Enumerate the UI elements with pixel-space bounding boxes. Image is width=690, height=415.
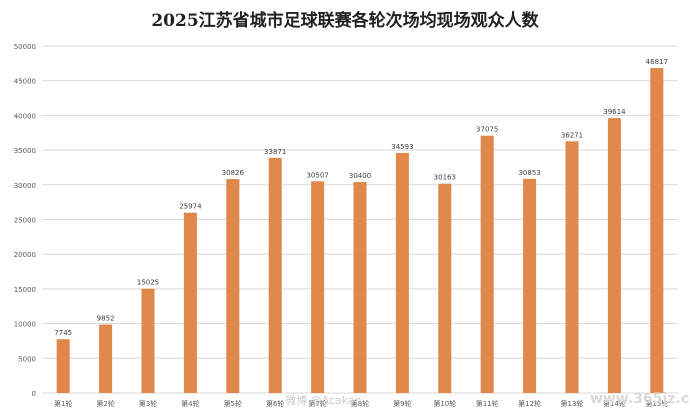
y-tick-label: 10000 — [14, 321, 36, 329]
bar — [99, 324, 113, 393]
x-tick-label: 第15轮 — [645, 399, 668, 408]
data-label: 30826 — [222, 169, 245, 177]
data-label: 37075 — [476, 126, 498, 134]
chart-title: 2025江苏省城市足球联赛各轮次场均现场观众人数 — [151, 10, 539, 31]
bar — [438, 183, 452, 393]
bar — [607, 118, 621, 393]
x-tick-label: 第9轮 — [393, 399, 411, 408]
data-label: 46817 — [646, 58, 668, 66]
y-tick-label: 30000 — [14, 182, 36, 190]
data-label: 7745 — [54, 329, 72, 337]
x-tick-label: 第6轮 — [266, 399, 284, 408]
x-tick-label: 第13轮 — [561, 399, 584, 408]
data-label: 15025 — [137, 279, 159, 287]
bar — [650, 68, 664, 393]
bar — [56, 339, 70, 393]
x-tick-label: 第2轮 — [96, 399, 114, 408]
bar — [353, 182, 367, 393]
y-tick-label: 45000 — [14, 78, 36, 86]
data-label: 30400 — [349, 172, 371, 180]
x-tick-label: 第1轮 — [54, 399, 72, 408]
y-tick-label: 5000 — [18, 355, 36, 363]
watermark-text: 微博 @Acakan — [285, 394, 362, 407]
x-tick-label: 第3轮 — [139, 399, 157, 408]
y-tick-label: 20000 — [14, 251, 36, 259]
x-tick-label: 第8轮 — [351, 399, 369, 408]
y-tick-label: 40000 — [14, 112, 36, 120]
data-label: 30507 — [306, 171, 328, 179]
bar — [565, 141, 579, 393]
y-axis: 0 5000 10000 15000 20000 25000 30000 35000 40000… — [14, 43, 36, 398]
x-tick-label: 第14轮 — [603, 399, 626, 408]
x-axis: 第1轮 第2轮 第3轮 第4轮 第5轮 第6轮 第7轮 第8轮 第9轮 第10轮 第11轮 第12轮 第… — [54, 399, 668, 408]
bar — [311, 181, 325, 393]
bar — [226, 179, 240, 393]
x-tick-label: 第12轮 — [518, 399, 541, 408]
bar — [141, 288, 155, 393]
y-tick-label: 35000 — [14, 147, 36, 155]
data-labels: 7745 9852 15025 25974 30826 33871 30507 30400 34… — [54, 58, 668, 337]
y-tick-label: 0 — [32, 390, 36, 398]
x-tick-label: 第11轮 — [476, 399, 499, 408]
bar — [480, 135, 494, 393]
bar — [395, 152, 409, 393]
data-label: 30853 — [518, 169, 540, 177]
bars — [56, 68, 664, 393]
data-label: 9852 — [97, 315, 115, 323]
x-tick-label: 第5轮 — [224, 399, 242, 408]
data-label: 25974 — [179, 203, 202, 211]
bar — [523, 178, 537, 393]
data-label: 39614 — [603, 108, 626, 116]
bar — [183, 212, 197, 393]
x-tick-label: 第7轮 — [308, 399, 326, 408]
data-label: 33871 — [264, 148, 286, 156]
data-label: 30163 — [434, 174, 456, 182]
y-tick-label: 15000 — [14, 286, 36, 294]
y-tick-label: 50000 — [14, 43, 36, 51]
bar — [268, 157, 282, 393]
data-label: 34593 — [391, 143, 413, 151]
watermark-site: www.365jz.com — [590, 391, 690, 407]
x-tick-label: 第10轮 — [433, 399, 456, 408]
data-label: 36271 — [561, 131, 583, 139]
y-tick-label: 25000 — [14, 217, 36, 225]
x-tick-label: 第4轮 — [181, 399, 199, 408]
